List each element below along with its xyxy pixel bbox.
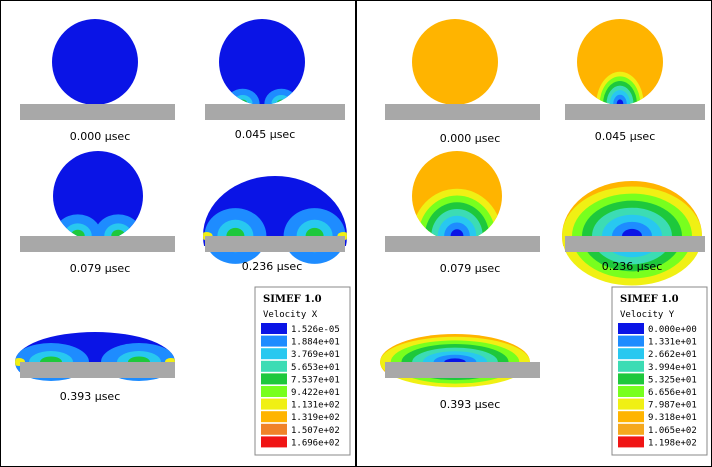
time-label: 0.045 µsec <box>235 128 296 141</box>
legend-value: 1.198e+02 <box>648 438 697 448</box>
legend-swatch <box>261 335 287 347</box>
legend-value: 1.131e+02 <box>291 401 340 411</box>
legend-swatch <box>261 386 287 397</box>
legend-value: 1.507e+02 <box>291 426 340 436</box>
legend-value: 7.537e+01 <box>291 375 340 385</box>
legend-swatch <box>618 360 644 372</box>
legend-swatch <box>618 348 644 360</box>
substrate <box>205 104 345 120</box>
time-label: 0.393 µsec <box>60 390 121 403</box>
legend-swatch <box>618 436 644 448</box>
time-label: 0.000 µsec <box>440 132 501 145</box>
legend-variable: Velocity Y <box>620 310 675 320</box>
time-label: 0.045 µsec <box>595 130 656 143</box>
time-label: 0.079 µsec <box>440 262 501 275</box>
legend-value: 1.319e+02 <box>291 413 340 423</box>
legend-swatch <box>618 386 644 397</box>
substrate <box>20 104 175 120</box>
droplet <box>412 19 498 105</box>
legend-swatch <box>261 436 287 448</box>
legend-swatch <box>261 348 287 360</box>
legend-swatch <box>618 323 644 334</box>
substrate <box>205 236 345 252</box>
time-label: 0.236 µsec <box>242 260 303 273</box>
substrate <box>385 104 540 120</box>
legend-swatch <box>261 423 287 435</box>
legend-swatch <box>261 398 287 410</box>
time-label: 0.393 µsec <box>440 398 501 411</box>
substrate <box>565 236 705 252</box>
legend-title: SIMEF 1.0 <box>263 294 322 305</box>
legend-value: 1.526e-05 <box>291 325 340 335</box>
substrate <box>20 236 175 252</box>
time-label: 0.236 µsec <box>602 260 663 273</box>
legend-swatch <box>261 373 287 385</box>
substrate <box>385 236 540 252</box>
legend-value: 3.769e+01 <box>291 350 340 360</box>
droplet-body <box>412 19 498 105</box>
legend-value: 3.994e+01 <box>648 363 697 373</box>
legend-value: 2.662e+01 <box>648 350 697 360</box>
legend-value: 1.884e+01 <box>291 338 340 348</box>
legend-value: 5.325e+01 <box>648 375 697 385</box>
legend-value: 9.318e+01 <box>648 413 697 423</box>
legend-swatch <box>261 360 287 372</box>
legend-variable: Velocity X <box>263 310 318 320</box>
droplet-body <box>219 19 305 105</box>
legend-value: 7.987e+01 <box>648 401 697 411</box>
substrate <box>565 104 705 120</box>
droplet-body <box>52 19 138 105</box>
legend-value: 1.331e+01 <box>648 338 697 348</box>
droplet <box>52 19 138 105</box>
legend-swatch <box>261 323 287 334</box>
legend-value: 9.422e+01 <box>291 388 340 398</box>
legend-swatch <box>618 423 644 435</box>
legend-value: 1.065e+02 <box>648 426 697 436</box>
legend-title: SIMEF 1.0 <box>620 294 679 305</box>
time-label: 0.000 µsec <box>70 130 131 143</box>
legend-swatch <box>618 411 644 423</box>
legend-swatch <box>261 411 287 423</box>
legend-swatch <box>618 335 644 347</box>
legend-swatch <box>618 398 644 410</box>
substrate <box>20 362 175 378</box>
legend-value: 0.000e+00 <box>648 325 697 335</box>
time-label: 0.079 µsec <box>70 262 131 275</box>
substrate <box>385 362 540 378</box>
legend-swatch <box>618 373 644 385</box>
legend-value: 5.653e+01 <box>291 363 340 373</box>
legend-value: 6.656e+01 <box>648 388 697 398</box>
legend-value: 1.696e+02 <box>291 438 340 448</box>
